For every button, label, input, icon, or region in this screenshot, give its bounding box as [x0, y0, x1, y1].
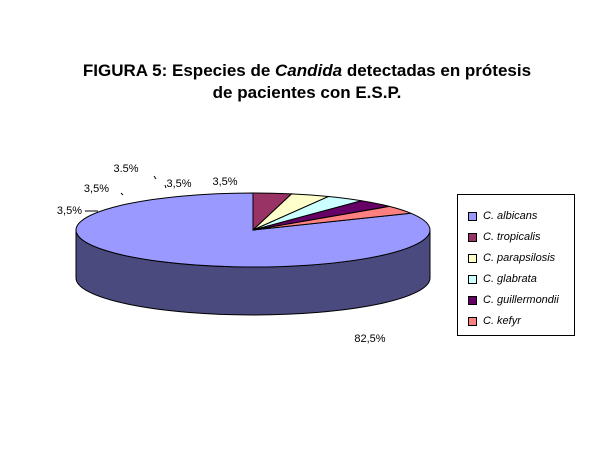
chart-title-line-2: de pacientes con E.S.P.	[212, 83, 402, 102]
title-suffix: detectadas en prótesis	[342, 61, 532, 80]
legend-item-c-kefyr: C. kefyr	[468, 314, 521, 328]
data-label-c-guillermondii: 3,5%	[166, 178, 191, 190]
data-labels: 82,5%3,5%3,5%3.5%3,5% 3,5%	[57, 163, 386, 345]
legend-label: C. kefyr	[483, 315, 521, 327]
legend-swatch	[468, 316, 477, 326]
legend-item-c-albicans: C. albicans	[468, 209, 537, 223]
legend-item-c-parapsilosis: C. parapsilosis	[468, 251, 555, 265]
legend-label: C. guillermondii	[483, 294, 559, 306]
legend: C. albicans C. tropicalis C. parapsilosis C…	[457, 194, 575, 336]
legend-swatch	[468, 232, 477, 242]
label-leader-c-parapsilosis	[120, 192, 124, 196]
data-label-c-parapsilosis: 3,5%	[84, 183, 109, 195]
legend-swatch	[468, 253, 477, 263]
legend-label: C. parapsilosis	[483, 252, 556, 264]
legend-item-c-glabrata: C. glabrata	[468, 272, 537, 286]
pie-slice-c-kefyr	[252, 205, 411, 231]
legend-swatch	[468, 274, 477, 284]
data-label-c-kefyr: 3,5%	[212, 176, 237, 188]
legend-swatch	[468, 211, 477, 221]
legend-swatch	[468, 295, 477, 305]
data-label-c-glabrata: 3.5%	[113, 163, 138, 175]
title-prefix: FIGURA 5: Especies de	[82, 61, 276, 80]
legend-label: C. tropicalis	[483, 231, 541, 243]
legend-label: C. glabrata	[483, 273, 537, 285]
legend-item-c-tropicalis: C. tropicalis	[468, 230, 540, 244]
label-leader-c-glabrata	[153, 175, 157, 180]
legend-label: C. albicans	[483, 210, 538, 222]
legend-item-c-guillermondii: C. guillermondii	[468, 293, 559, 307]
pie-slices	[75, 192, 431, 268]
data-label-c-tropicalis: 3,5%	[57, 205, 82, 217]
title-genus: Candida	[275, 61, 343, 80]
data-label-c-albicans: 82,5%	[354, 333, 385, 345]
label-leader-c-guillermondii	[164, 184, 167, 189]
chart-title-line-1: FIGURA 5: Especies de Candida detectadas…	[0, 61, 614, 81]
